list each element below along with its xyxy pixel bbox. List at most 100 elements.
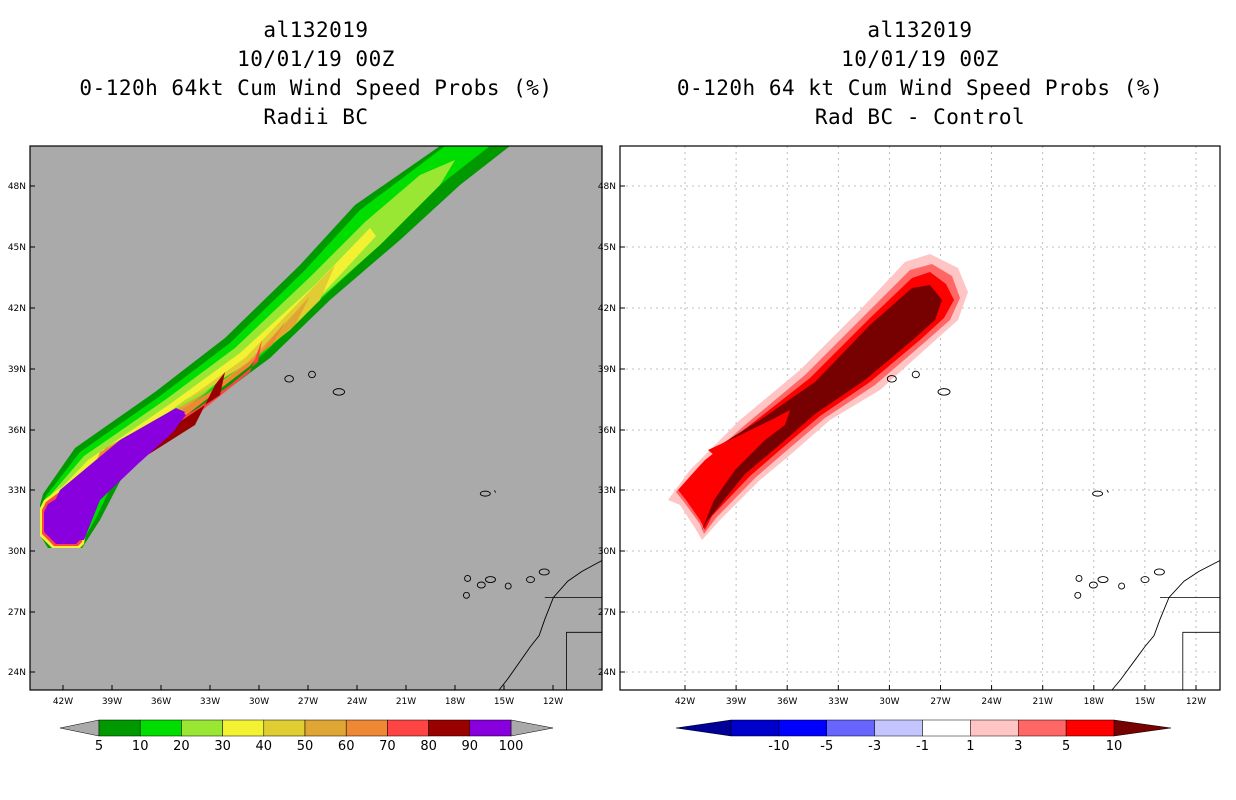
left-colorbar-label-100: 100 <box>499 739 524 754</box>
right-canary-island-5 <box>1153 568 1165 576</box>
left-lat-label-30N: 30N <box>8 547 26 557</box>
left-canary-island-3 <box>504 582 512 590</box>
right-colorbar-swatch-7 <box>1065 719 1115 737</box>
left-lon-label-24W: 24W <box>347 697 367 707</box>
left-colorbar-label-60: 60 <box>338 739 355 754</box>
right-madeira-islet <box>1106 490 1109 493</box>
left-colorbar-swatch-0 <box>98 719 141 737</box>
right-azores-island-0 <box>886 375 897 383</box>
right-map-background <box>620 146 1220 690</box>
right-lon-label-15W: 15W <box>1135 697 1155 707</box>
right-diff-inner-red <box>708 410 790 460</box>
left-prob-core-purple-body <box>48 408 185 540</box>
left-madeira-island <box>479 490 491 497</box>
right-lat-label-42N: 42N <box>598 304 616 314</box>
left-lat-label-39N: 39N <box>8 365 26 375</box>
right-difference-swath <box>668 254 1221 691</box>
left-prob-contour-4 <box>46 228 376 542</box>
right-lon-label-42W: 42W <box>675 697 695 707</box>
right-subtitle: Rad BC - Control <box>814 105 1026 129</box>
left-prob-contour-1 <box>40 146 510 548</box>
left-colorbar: 5 10 20 30 40 50 60 70 80 90 100 <box>59 719 554 754</box>
left-map-panel: 42W 39W 36W 33W 30W 27W 24W 21W 18W 15W 12W 48N 45N 4… <box>8 145 603 707</box>
left-lat-label-24N: 24N <box>8 668 26 678</box>
right-canary-island-6 <box>1074 591 1082 599</box>
left-azores-island-2 <box>332 388 346 396</box>
right-map-frame <box>619 145 1221 691</box>
right-panel-title: al132019 10/01/19 00Z 0-120h 64 kt Cum W… <box>620 16 1220 132</box>
right-colorbar-swatch-4 <box>922 719 971 737</box>
right-madeira-island <box>1092 490 1104 497</box>
right-lon-label-33W: 33W <box>828 697 848 707</box>
left-colorbar-swatch-9 <box>469 719 512 737</box>
left-lon-label-36W: 36W <box>151 697 171 707</box>
left-canary-island-4 <box>526 576 535 584</box>
left-azores-island-1 <box>308 370 316 379</box>
right-lon-label-30W: 30W <box>879 697 899 707</box>
right-colorbar-end-high <box>1113 719 1172 737</box>
left-lon-label-15W: 15W <box>494 697 514 707</box>
left-lat-label-27N: 27N <box>8 608 26 618</box>
right-canary-island-0 <box>1075 575 1083 582</box>
left-lon-label-30W: 30W <box>249 697 269 707</box>
right-diff-core-dark <box>702 285 942 530</box>
right-lon-label-24W: 24W <box>981 697 1001 707</box>
right-canary-island-1 <box>1088 581 1098 589</box>
left-colorbar-swatch-3 <box>222 719 265 737</box>
right-lat-label-39N: 39N <box>598 365 616 375</box>
left-lat-label-36N: 36N <box>8 426 26 436</box>
right-canary-island-3 <box>1118 582 1126 590</box>
left-colorbar-label-30: 30 <box>214 739 231 754</box>
left-lat-label-42N: 42N <box>8 304 26 314</box>
right-lat-label-30N: 30N <box>598 547 616 557</box>
right-colorbar-label--3: -3 <box>868 739 881 754</box>
left-africa-coastline <box>498 560 602 690</box>
left-lon-label-39W: 39W <box>102 697 122 707</box>
left-panel-title: al132019 10/01/19 00Z 0-120h 64kt Cum Wi… <box>30 16 602 132</box>
left-lon-label-21W: 21W <box>396 697 416 707</box>
right-lat-label-24N: 24N <box>598 668 616 678</box>
right-colorbar-swatch-6 <box>1018 719 1067 737</box>
right-lat-label-45N: 45N <box>598 243 616 253</box>
left-subtitle: Radii BC <box>263 105 369 129</box>
left-colorbar-swatch-8 <box>428 719 471 737</box>
right-azores-island-2 <box>937 388 951 396</box>
right-storm-id: al132019 <box>867 18 973 42</box>
right-colorbar-label--1: -1 <box>916 739 929 754</box>
right-lon-label-27W: 27W <box>930 697 950 707</box>
left-colorbar-swatch-6 <box>345 719 388 737</box>
right-lon-label-21W: 21W <box>1033 697 1053 707</box>
left-colorbar-label-90: 90 <box>462 739 479 754</box>
left-datetime: 10/01/19 00Z <box>237 47 395 71</box>
right-lat-label-48N: 48N <box>598 182 616 192</box>
right-lat-label-36N: 36N <box>598 426 616 436</box>
left-canary-island-5 <box>538 568 550 576</box>
left-lon-label-12W: 12W <box>543 697 563 707</box>
right-colorbar-label-5: 5 <box>1062 739 1070 754</box>
right-colorbar-label-1: 1 <box>966 739 974 754</box>
right-colorbar-label-3: 3 <box>1014 739 1022 754</box>
left-colorbar-label-40: 40 <box>256 739 273 754</box>
right-canary-island-2 <box>1097 576 1109 584</box>
right-colorbar-label--5: -5 <box>820 739 833 754</box>
left-lat-label-48N: 48N <box>8 182 26 192</box>
right-africa-coastline <box>1111 560 1221 691</box>
left-colorbar-label-70: 70 <box>379 739 396 754</box>
left-canary-island-2 <box>485 576 496 584</box>
left-border-western-sahara <box>566 631 602 690</box>
right-product-title: 0-120h 64 kt Cum Wind Speed Probs (%) <box>676 76 1164 100</box>
right-lon-label-36W: 36W <box>777 697 797 707</box>
left-colorbar-swatch-4 <box>263 719 306 737</box>
right-azores-island-1 <box>911 370 920 379</box>
left-azores-island-0 <box>284 375 294 383</box>
right-datetime: 10/01/19 00Z <box>841 47 999 71</box>
right-border-western-sahara <box>1182 631 1220 690</box>
right-colorbar-swatch-3 <box>874 719 923 737</box>
right-colorbar-swatch-5 <box>970 719 1019 737</box>
left-lon-label-33W: 33W <box>200 697 220 707</box>
right-lon-label-18W: 18W <box>1084 697 1104 707</box>
right-colorbar-end-low <box>675 719 732 737</box>
right-colorbar-label--10: -10 <box>768 739 789 754</box>
left-colorbar-swatch-1 <box>139 719 182 737</box>
